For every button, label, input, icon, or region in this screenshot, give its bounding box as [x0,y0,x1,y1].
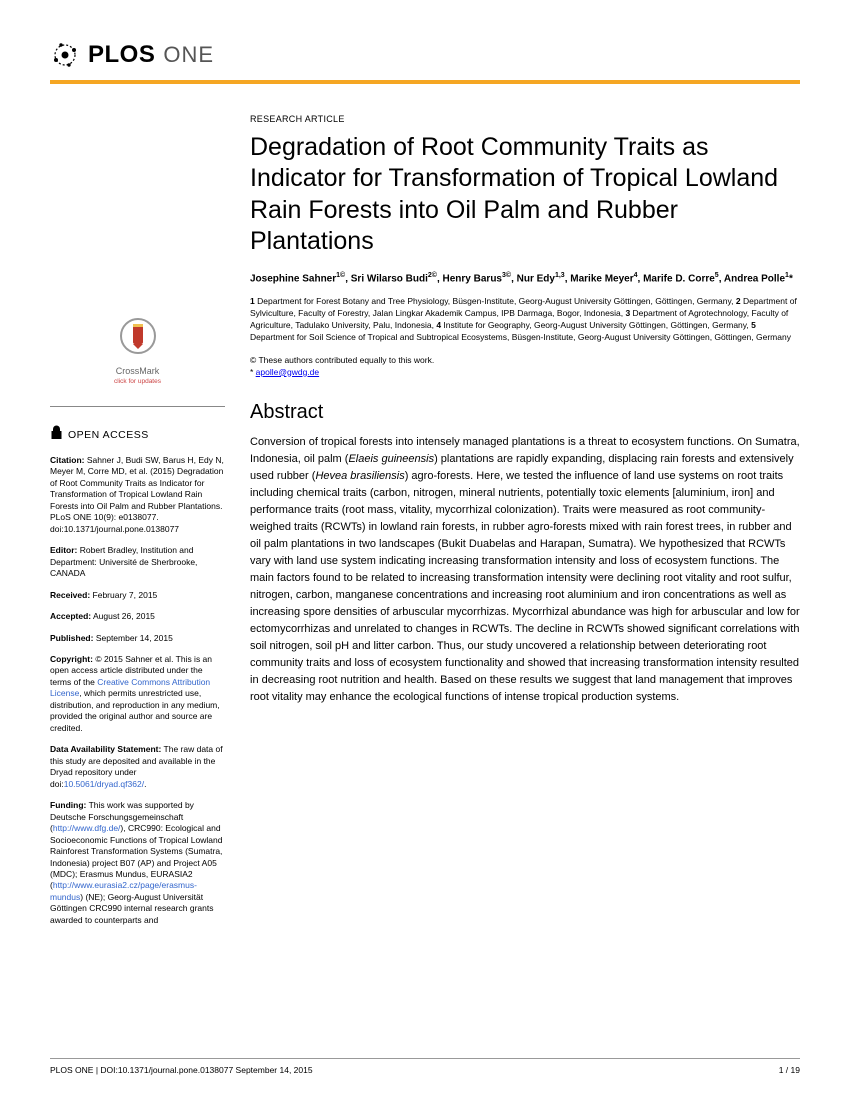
sidebar: CrossMark click for updates OPEN ACCESS … [50,314,225,936]
crossmark-icon [119,314,157,358]
crossmark-label: CrossMark [50,365,225,377]
corresponding-author: * apolle@gwdg.de [250,367,800,377]
crossmark-sublabel: click for updates [50,378,225,387]
footer-pagination: 1 / 19 [779,1065,800,1075]
footer-citation: PLOS ONE | DOI:10.1371/journal.pone.0138… [50,1065,313,1075]
received-block: Received: February 7, 2015 [50,590,225,601]
abstract-text: Conversion of tropical forests into inte… [250,434,800,707]
header-rule [50,80,800,84]
affiliations: 1 Department for Forest Botany and Tree … [250,296,800,344]
lock-icon [50,425,63,445]
crossmark-widget[interactable]: CrossMark click for updates [50,314,225,386]
page-footer: PLOS ONE | DOI:10.1371/journal.pone.0138… [50,1058,800,1075]
plos-orbit-icon [50,40,80,70]
equal-contribution-note: © These authors contributed equally to t… [250,354,800,367]
data-availability-block: Data Availability Statement: The raw dat… [50,744,225,790]
plos-logo: PLOS ONE [50,40,214,70]
editor-block: Editor: Robert Bradley, Institution and … [50,545,225,579]
published-block: Published: September 14, 2015 [50,633,225,644]
copyright-block: Copyright: © 2015 Sahner et al. This is … [50,654,225,734]
abstract-heading: Abstract [250,401,800,424]
journal-header: PLOS ONE [50,40,800,70]
article-main: RESEARCH ARTICLE Degradation of Root Com… [250,114,800,936]
article-type: RESEARCH ARTICLE [250,114,800,124]
open-access-label: OPEN ACCESS [68,428,149,442]
plos-brand: PLOS [88,41,155,69]
authors-list: Josephine Sahner1©, Sri Wilarso Budi2©, … [250,271,800,286]
accepted-block: Accepted: August 26, 2015 [50,611,225,622]
corresponding-email-link[interactable]: apolle@gwdg.de [256,367,319,377]
citation-block: Citation: Sahner J, Budi SW, Barus H, Ed… [50,455,225,535]
plos-subbrand: ONE [163,42,214,68]
open-access-header: OPEN ACCESS [50,425,225,445]
article-title: Degradation of Root Community Traits as … [250,132,800,257]
funding-block: Funding: This work was supported by Deut… [50,800,225,926]
sidebar-divider [50,406,225,407]
